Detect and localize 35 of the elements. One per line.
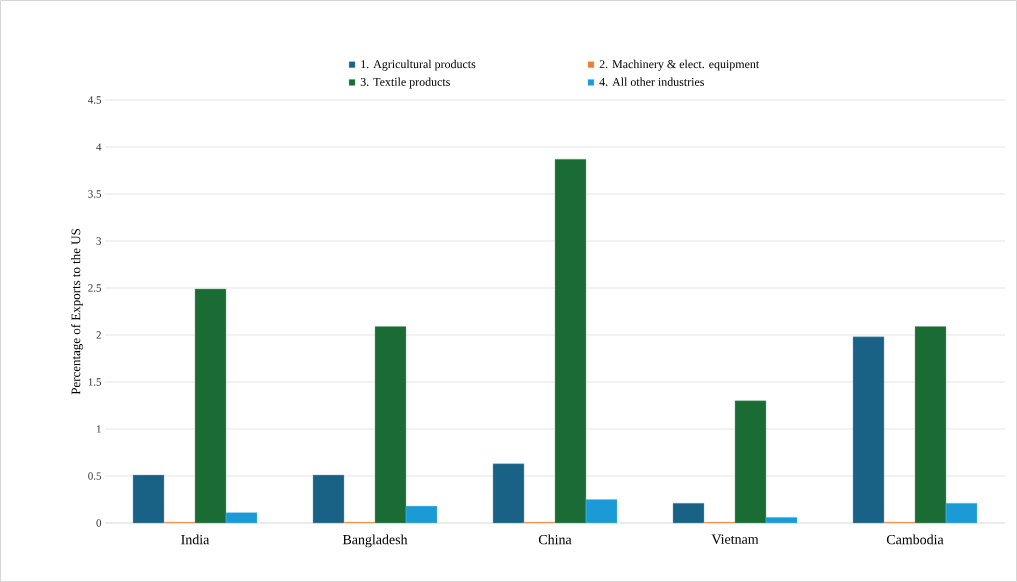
x-tick-label: China (538, 534, 572, 545)
x-tick-label: Bangladesh (342, 534, 408, 548)
bar (312, 474, 345, 524)
y-tick-label: 3.5 (88, 190, 102, 198)
bar (672, 503, 705, 524)
bar (945, 503, 978, 524)
bar (852, 336, 885, 524)
bar (554, 159, 587, 524)
y-tick-label: 1.5 (88, 378, 102, 386)
legend-label: 2. Machinery & elect. equipment (599, 59, 760, 71)
x-tick-label: India (181, 534, 210, 545)
bar (492, 463, 525, 524)
bar (734, 400, 767, 524)
legend-label: 4. All other industries (599, 77, 704, 87)
legend-label: 1. Agricultural products (361, 59, 476, 71)
bar (374, 326, 407, 524)
bar (914, 326, 947, 524)
y-tick-label: 2.5 (88, 284, 102, 292)
bar (132, 474, 165, 524)
y-tick-label: 0 (96, 519, 102, 527)
bar (225, 512, 258, 524)
y-tick-label: 1 (96, 425, 101, 433)
x-tick-label: Cambodia (886, 534, 944, 545)
y-tick-label: 3 (96, 237, 102, 245)
bar (585, 499, 618, 524)
bar (194, 288, 227, 524)
legend-label: 3. Textile products (360, 77, 450, 89)
y-axis-title: Percentage of Exports to the US (71, 229, 83, 395)
y-tick-label: 4 (96, 143, 102, 151)
bar (405, 505, 438, 524)
y-tick-label: 2 (96, 331, 101, 339)
bar (765, 517, 798, 524)
y-tick-label: 0.5 (88, 472, 102, 480)
x-tick-label: Vietnam (711, 534, 759, 544)
y-tick-label: 4.5 (88, 96, 102, 104)
